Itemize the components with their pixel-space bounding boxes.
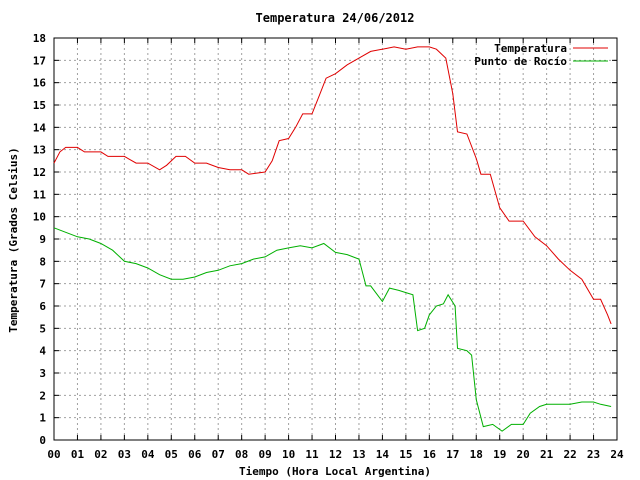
y-tick-label: 11 <box>33 188 47 201</box>
x-tick-label: 07 <box>212 448 225 461</box>
y-tick-label: 2 <box>39 389 46 402</box>
x-tick-label: 08 <box>235 448 248 461</box>
x-tick-label: 15 <box>399 448 412 461</box>
y-tick-label: 18 <box>33 32 46 45</box>
y-tick-label: 12 <box>33 166 46 179</box>
y-tick-label: 5 <box>39 322 46 335</box>
y-axis-label: Temperatura (Grados Celsius) <box>7 147 20 332</box>
x-tick-label: 19 <box>493 448 506 461</box>
series-line <box>53 46 612 325</box>
x-tick-label: 09 <box>259 448 272 461</box>
x-tick-label: 16 <box>423 448 437 461</box>
y-tick-label: 6 <box>39 300 46 313</box>
y-tick-label: 8 <box>39 255 46 268</box>
x-tick-label: 05 <box>165 448 178 461</box>
x-tick-label: 11 <box>305 448 319 461</box>
x-tick-label: 24 <box>610 448 624 461</box>
legend-label: Temperatura <box>494 42 567 55</box>
y-tick-label: 9 <box>39 233 46 246</box>
x-tick-label: 12 <box>329 448 342 461</box>
x-tick-label: 02 <box>94 448 107 461</box>
x-tick-label: 22 <box>563 448 576 461</box>
y-tick-label: 10 <box>33 211 46 224</box>
x-tick-label: 17 <box>446 448 459 461</box>
x-tick-label: 04 <box>141 448 155 461</box>
x-tick-label: 13 <box>352 448 365 461</box>
x-tick-label: 03 <box>118 448 131 461</box>
y-tick-label: 14 <box>33 121 47 134</box>
x-tick-label: 18 <box>470 448 483 461</box>
x-tick-label: 21 <box>540 448 554 461</box>
x-tick-label: 20 <box>517 448 530 461</box>
y-tick-label: 17 <box>33 54 46 67</box>
grid <box>54 38 617 440</box>
x-tick-label: 10 <box>282 448 295 461</box>
y-tick-label: 0 <box>39 434 46 447</box>
y-tick-label: 3 <box>39 367 46 380</box>
y-tick-label: 13 <box>33 144 46 157</box>
x-tick-label: 01 <box>71 448 85 461</box>
series-line <box>53 227 612 432</box>
y-tick-label: 16 <box>33 77 47 90</box>
chart-title: Temperatura 24/06/2012 <box>256 11 415 25</box>
x-tick-label: 06 <box>188 448 202 461</box>
x-tick-label: 00 <box>47 448 60 461</box>
x-axis-label: Tiempo (Hora Local Argentina) <box>239 465 431 478</box>
legend-label: Punto de Rocío <box>474 55 567 68</box>
x-tick-label: 14 <box>376 448 390 461</box>
series-lines <box>53 46 612 432</box>
y-tick-label: 7 <box>39 278 46 291</box>
y-tick-label: 1 <box>39 412 46 425</box>
x-tick-label: 23 <box>587 448 600 461</box>
y-tick-label: 15 <box>33 99 46 112</box>
y-tick-label: 4 <box>39 345 46 358</box>
